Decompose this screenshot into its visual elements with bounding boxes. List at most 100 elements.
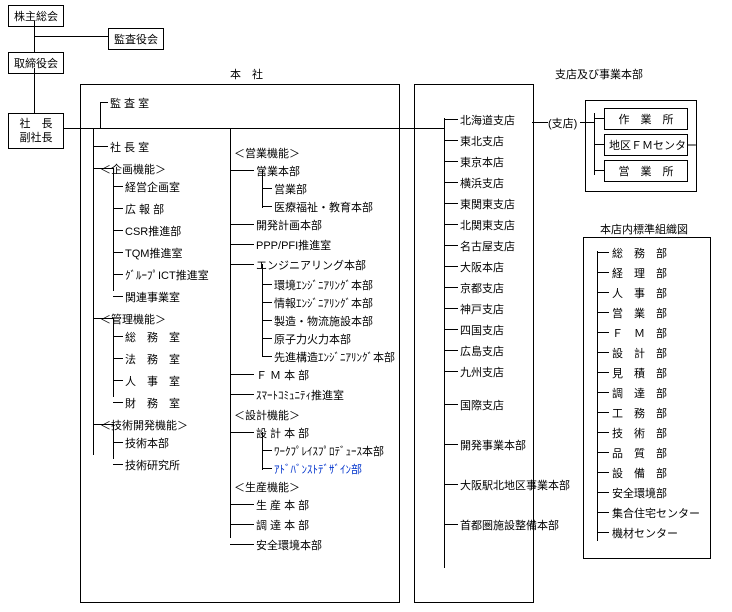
c1-admin-h: ＜管理機能＞ bbox=[100, 311, 166, 327]
n bbox=[230, 432, 254, 433]
txt: 副社長 bbox=[13, 131, 59, 145]
hq-title: 本 社 bbox=[230, 66, 263, 82]
c2-sales2-1: ｽﾏｰﾄｺﾐｭﾆﾃｨ推進室 bbox=[256, 387, 344, 403]
br-4: 東関東支店 bbox=[460, 196, 515, 212]
std-3: 営 業 部 bbox=[612, 305, 667, 321]
n bbox=[597, 352, 609, 353]
box-president: 社 長 副社長 bbox=[8, 113, 64, 149]
std-1: 経 理 部 bbox=[612, 265, 667, 281]
n bbox=[444, 182, 458, 183]
n bbox=[597, 372, 609, 373]
conn bbox=[34, 68, 35, 113]
n bbox=[597, 292, 609, 293]
n bbox=[230, 394, 254, 395]
c bbox=[100, 102, 108, 103]
n bbox=[113, 296, 123, 297]
n bbox=[93, 318, 113, 319]
std-14: 機材センター bbox=[612, 525, 678, 541]
br-biz-2: 首都圏施設整備本部 bbox=[460, 517, 559, 533]
c2-sales-0: 開発計画本部 bbox=[256, 217, 322, 233]
std-12: 安全環境部 bbox=[612, 485, 667, 501]
br-10: 四国支店 bbox=[460, 322, 504, 338]
c2-prod-1: 調 達 本 部 bbox=[256, 517, 309, 533]
txt: 株主総会 bbox=[14, 11, 58, 23]
c1-admin-2: 人 事 室 bbox=[125, 373, 180, 389]
subbr-0: 作 業 所 bbox=[604, 108, 688, 130]
br-title: 支店及び事業本部 bbox=[555, 66, 643, 82]
c1-plan-0: 経営企画室 bbox=[125, 179, 180, 195]
n bbox=[444, 224, 458, 225]
br-intl: 国際支店 bbox=[460, 397, 504, 413]
n bbox=[597, 312, 609, 313]
c2-prod-2: 安全環境本部 bbox=[256, 537, 322, 553]
c2-salessub-0: 営業部 bbox=[274, 181, 307, 197]
std-6: 見 積 部 bbox=[612, 365, 667, 381]
n bbox=[230, 504, 254, 505]
n bbox=[597, 512, 609, 513]
c1-admin-1: 法 務 室 bbox=[125, 351, 180, 367]
c2-engsub-3: 原子力火力本部 bbox=[274, 331, 351, 347]
c2-sales-2: エンジニアリング本部 bbox=[256, 257, 366, 273]
std-trunk bbox=[597, 251, 598, 541]
n bbox=[230, 170, 254, 171]
n bbox=[262, 284, 272, 285]
c1-plan-5: 関連事業室 bbox=[125, 289, 180, 305]
br-2: 東京本店 bbox=[460, 154, 504, 170]
n bbox=[113, 274, 123, 275]
std-9: 技 術 部 bbox=[612, 425, 667, 441]
n bbox=[444, 371, 458, 372]
n bbox=[230, 224, 254, 225]
c2-sales2-0: Ｆ Ｍ 本 部 bbox=[256, 367, 309, 383]
br-0: 北海道支店 bbox=[460, 112, 515, 128]
n bbox=[597, 332, 609, 333]
n bbox=[113, 402, 123, 403]
br-biz-0: 開発事業本部 bbox=[460, 437, 526, 453]
n bbox=[597, 472, 609, 473]
c bbox=[414, 128, 444, 129]
subbr-2: 営 業 所 bbox=[604, 160, 688, 182]
br-5: 北関東支店 bbox=[460, 217, 515, 233]
c1-admin-0: 総 務 室 bbox=[125, 329, 180, 345]
c2-design-h: ＜設計機能＞ bbox=[234, 407, 300, 423]
txt: 社 長 bbox=[13, 117, 59, 131]
n bbox=[444, 444, 458, 445]
n bbox=[444, 119, 458, 120]
std-13: 集合住宅センター bbox=[612, 505, 700, 521]
n bbox=[262, 356, 272, 357]
c2-designsub-0: ﾜｰｸﾌﾟﾚｲｽﾌﾟﾛﾃﾞｭｰｽ本部 bbox=[274, 443, 384, 459]
std-2: 人 事 部 bbox=[612, 285, 667, 301]
n bbox=[113, 208, 123, 209]
n bbox=[230, 524, 254, 525]
n bbox=[444, 287, 458, 288]
br-3: 横浜支店 bbox=[460, 175, 504, 191]
n bbox=[444, 245, 458, 246]
c1-plan-3: TQM推進室 bbox=[125, 245, 182, 261]
c1-presoffice: 社 長 室 bbox=[110, 139, 149, 155]
std-7: 調 達 部 bbox=[612, 385, 667, 401]
c2-designhq: 設 計 本 部 bbox=[256, 425, 309, 441]
n bbox=[594, 144, 604, 145]
c bbox=[100, 102, 101, 128]
n bbox=[93, 424, 113, 425]
n bbox=[597, 452, 609, 453]
n bbox=[597, 532, 609, 533]
br-6: 名古屋支店 bbox=[460, 238, 515, 254]
n bbox=[113, 464, 123, 465]
br-biz-1: 大阪駅北地区事業本部 bbox=[460, 477, 570, 493]
n bbox=[262, 264, 263, 356]
n bbox=[444, 484, 458, 485]
br-8: 京都支店 bbox=[460, 280, 504, 296]
br-7: 大阪本店 bbox=[460, 259, 504, 275]
c2-prod-h: ＜生産機能＞ bbox=[234, 479, 300, 495]
c1-tech-0: 技術本部 bbox=[125, 435, 169, 451]
conn bbox=[34, 36, 108, 37]
n bbox=[113, 336, 123, 337]
c2-sales-1: PPP/PFI推進室 bbox=[256, 237, 331, 253]
n bbox=[262, 302, 272, 303]
subbranch-title: (支店) bbox=[548, 115, 577, 131]
c2-engsub-0: 環境ｴﾝｼﾞﾆｱﾘﾝｸﾞ本部 bbox=[274, 277, 373, 293]
n bbox=[262, 450, 272, 451]
n bbox=[597, 252, 609, 253]
n bbox=[444, 308, 458, 309]
n bbox=[262, 432, 263, 470]
